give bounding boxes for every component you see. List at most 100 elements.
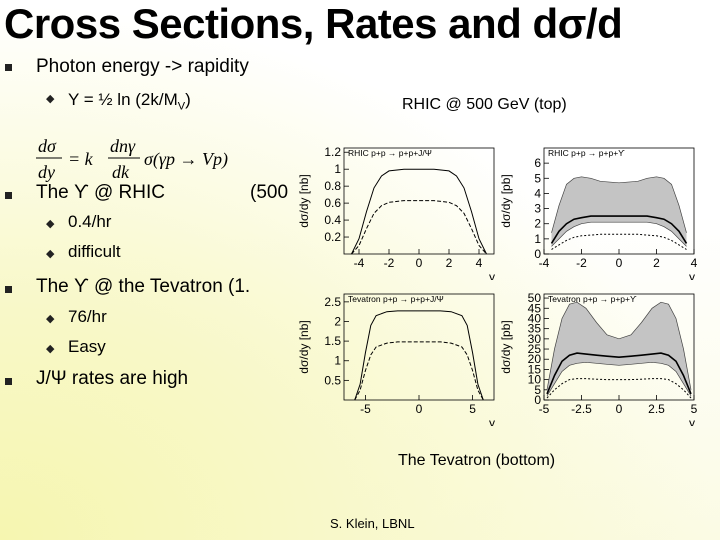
series-line-lower [351, 200, 487, 255]
x-tick-label: 5 [469, 402, 476, 416]
y-tick-label: 35 [528, 322, 542, 336]
rhic-rate: 0.4/hr [68, 212, 112, 231]
bullet-diamond-icon: ◆ [46, 248, 55, 260]
bullet-square-icon [5, 378, 12, 385]
slide-title: Cross Sections, Rates and dσ/d [4, 0, 623, 47]
series-line-lower [354, 341, 484, 401]
caption-top: RHIC @ 500 GeV (top) [402, 96, 567, 113]
y-tick-label: 0.4 [324, 213, 341, 227]
x-tick-label: 0 [416, 402, 423, 416]
x-tick-label: -4 [354, 256, 365, 270]
y-tick-label: 1 [334, 162, 341, 176]
y-tick-label: 0.5 [324, 373, 341, 387]
plot-rhic-jpsi: RHIC p+p → p+p+J/Ψ dσ/dy [nb] 0.2 0.4 0.6 0.8… [297, 145, 495, 280]
chart-title: RHIC p+p → p+p+ϒ [548, 148, 625, 158]
bullet-photon-energy: Photon energy -> rapidity [36, 56, 249, 77]
y-axis-label: dσ/dy [nb] [297, 320, 311, 373]
y-tick-label: 1.5 [324, 334, 341, 348]
formula-equals-k: = k [68, 149, 94, 169]
series-line-upper [351, 168, 487, 255]
bullet-diamond-icon: ◆ [46, 218, 55, 230]
y-tick-label: 40 [528, 311, 542, 325]
chart-title: RHIC p+p → p+p+J/Ψ [348, 148, 432, 158]
y-tick-label: 1 [334, 354, 341, 368]
x-tick-label: 0 [616, 256, 623, 270]
author-credit: S. Klein, LBNL [330, 516, 415, 531]
y-tick-label: 2.5 [324, 295, 341, 309]
y-tick-label: 0.8 [324, 179, 341, 193]
rhic-difficulty: difficult [68, 242, 121, 261]
uncertainty-band [547, 302, 691, 396]
bullet-upsilon-tevatron: The ϒ @ the Tevatron (1. [36, 276, 251, 297]
x-tick-label: 2.5 [648, 402, 665, 416]
series-line-central [546, 352, 692, 395]
chart-title: Tevatron p+p → p+p+ϒ [548, 294, 637, 304]
y-tick-label: 0 [534, 247, 541, 261]
y-axis-label: dσ/dy [pb] [499, 320, 513, 373]
bullet-diamond-icon: ◆ [46, 343, 55, 355]
subscript-v: V [177, 100, 186, 113]
y-tick-label: 50 [528, 291, 542, 305]
x-tick-label: 2 [446, 256, 453, 270]
formula-mid-numerator: dnγ [110, 136, 136, 156]
y-tick-label: 15 [528, 362, 542, 376]
plot-tevatron-upsilon: Tevatron p+p → p+p+ϒdσ/dy [pb]0510152025… [499, 291, 698, 426]
formula-lhs-numerator: dσ [38, 136, 57, 156]
x-tick-label: -5 [539, 402, 550, 416]
bullet-square-icon [5, 64, 12, 71]
x-tick-label: -5 [360, 402, 371, 416]
series-line-band-upper [551, 176, 687, 233]
chart-title: Tevatron p+p → p+p+J/Ψ [348, 294, 444, 304]
y-tick-label: 1.2 [324, 145, 341, 159]
series-line-dashed [551, 233, 687, 250]
x-tick-label: -4 [539, 256, 550, 270]
uncertainty-band [551, 176, 687, 247]
bullet-jpsi-rates: J/Ψ rates are high [36, 368, 189, 389]
y-tick-label: 45 [528, 301, 542, 315]
y-tick-label: 6 [534, 156, 541, 170]
y-tick-label: 0.2 [324, 230, 341, 244]
bullet-rapidity-formula: Y = ½ ln (2k/MV) [68, 90, 191, 112]
bullet-square-icon [5, 286, 12, 293]
series-line-band-lower [551, 221, 687, 247]
y-tick-label: 0.6 [324, 196, 341, 210]
plot-tevatron-jpsi: Tevatron p+p → p+p+J/Ψ dσ/dy [nb] 0.5 1 1.5 2… [297, 293, 495, 426]
tevatron-ease: Easy [68, 337, 106, 356]
y-tick-label: 30 [528, 332, 542, 346]
caption-bottom: The Tevatron (bottom) [398, 452, 556, 469]
x-tick-label: 0 [416, 256, 423, 270]
x-tick-label: -2.5 [571, 402, 592, 416]
y-tick-label: 10 [528, 373, 542, 387]
bullet-diamond-icon: ◆ [46, 313, 55, 325]
y-tick-label: 2 [534, 217, 541, 231]
cross-section-formula: dσ dy = k dnγ dk σ(γp → Vp) [36, 136, 228, 182]
y-tick-label: 5 [534, 383, 541, 397]
y-tick-label: 0 [534, 393, 541, 407]
x-tick-label: 2 [653, 256, 660, 270]
y-tick-label: 2 [334, 314, 341, 328]
x-axis-label: y [689, 270, 695, 280]
y-tick-label: 5 [534, 171, 541, 185]
series-line-central [550, 215, 688, 244]
x-tick-label: -2 [384, 256, 395, 270]
y-tick-label: 25 [528, 342, 542, 356]
y-tick-label: 20 [528, 352, 542, 366]
tevatron-rate: 76/hr [68, 307, 107, 326]
series-line-upper [354, 310, 484, 401]
x-axis-label: y [689, 416, 695, 426]
x-tick-label: 0 [616, 402, 623, 416]
x-tick-label: 4 [691, 256, 698, 270]
formula-rhs: σ(γp → Vp) [144, 149, 228, 170]
y-axis-label: dσ/dy [nb] [297, 174, 311, 227]
x-tick-label: -2 [576, 256, 587, 270]
rapidity-text: Y = ½ ln (2k/MV) [68, 90, 191, 113]
x-axis-label: y [489, 416, 495, 426]
y-axis-label: dσ/dy [pb] [499, 174, 513, 227]
series-line-band-lower [546, 361, 692, 397]
y-tick-label: 4 [534, 186, 541, 200]
plot-frame [343, 147, 495, 255]
y-tick-label: 1 [534, 232, 541, 246]
x-tick-label: 4 [476, 256, 483, 270]
